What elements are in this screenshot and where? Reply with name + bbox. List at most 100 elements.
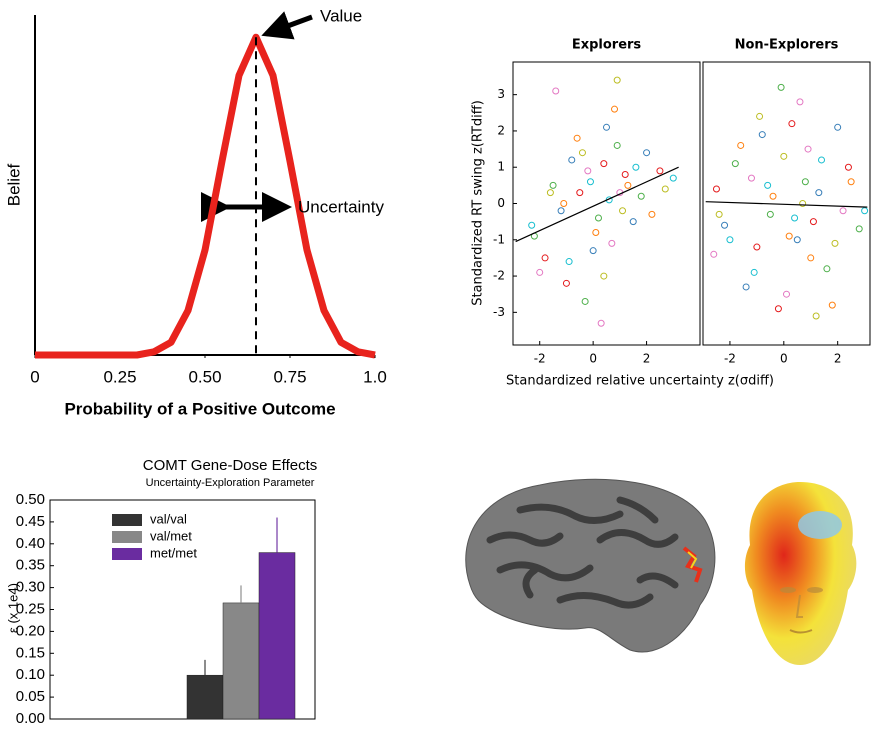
scatter-point xyxy=(622,171,628,177)
scatter-point xyxy=(547,190,553,196)
chart-subtitle: Uncertainty-Exploration Parameter xyxy=(146,477,315,489)
scatter-point xyxy=(553,88,559,94)
scatter-point xyxy=(638,193,644,199)
scatter-point xyxy=(574,135,580,141)
scatter-point xyxy=(537,269,543,275)
x-axis-label: Standardized relative uncertainty z(σdif… xyxy=(506,374,774,389)
scatter-point xyxy=(563,280,569,286)
scatter-point xyxy=(601,161,607,167)
scatter-point xyxy=(558,208,564,214)
y-tick-label: 1 xyxy=(497,160,505,174)
bar xyxy=(187,675,223,719)
y-tick-label: 0.45 xyxy=(16,513,45,530)
belief-curve xyxy=(35,37,375,355)
x-tick-label: 0 xyxy=(30,367,39,386)
scatter-point xyxy=(620,208,626,214)
x-tick-label: 0.25 xyxy=(103,367,136,386)
legend-swatch xyxy=(112,548,142,560)
scatter-point xyxy=(657,168,663,174)
scatter-point xyxy=(832,240,838,246)
figure: 00.250.500.751.0Probability of a Positiv… xyxy=(0,0,872,729)
scatter-point xyxy=(569,157,575,163)
legend-label: val/val xyxy=(150,511,187,526)
x-tick-label: 1.0 xyxy=(363,367,387,386)
scatter-point xyxy=(862,208,868,214)
scatter-point xyxy=(835,124,841,130)
scatter-point xyxy=(579,150,585,156)
y-tick-label: 0.20 xyxy=(16,622,45,639)
y-tick-label: 0.30 xyxy=(16,579,45,596)
scatter-point xyxy=(757,113,763,119)
y-tick-label: 0.05 xyxy=(16,688,45,705)
scatter-point xyxy=(754,244,760,250)
scatter-point xyxy=(609,240,615,246)
scatter-point xyxy=(633,164,639,170)
scatter-point xyxy=(778,84,784,90)
bar-chart: COMT Gene-Dose Effects Uncertainty-Explor… xyxy=(5,457,317,727)
legend-swatch xyxy=(112,514,142,526)
x-tick-label: -2 xyxy=(534,352,546,366)
scatter-point xyxy=(585,168,591,174)
scatter-point xyxy=(738,142,744,148)
scatter-point xyxy=(775,306,781,312)
scatter-point xyxy=(759,132,765,138)
x-tick-label: 2 xyxy=(643,352,651,366)
scatter-point xyxy=(625,182,631,188)
annotation: Value xyxy=(320,6,362,25)
scatter-point xyxy=(614,77,620,83)
scatter-point xyxy=(713,186,719,192)
scatter-point xyxy=(722,222,728,228)
x-tick-label: 2 xyxy=(834,352,842,366)
scatter-point xyxy=(845,164,851,170)
scatter-point xyxy=(529,222,535,228)
scatter-point xyxy=(550,182,556,188)
scatter-point xyxy=(612,106,618,112)
scatter-point xyxy=(813,313,819,319)
scatter-point xyxy=(601,273,607,279)
x-tick-label: -2 xyxy=(724,352,736,366)
x-tick-label: 0.75 xyxy=(273,367,306,386)
scatter-point xyxy=(542,255,548,261)
scatter-point xyxy=(743,284,749,290)
brain-image xyxy=(466,479,715,652)
scatter-point xyxy=(595,215,601,221)
scatter-point xyxy=(566,259,572,265)
scatter-point xyxy=(767,211,773,217)
scatter-point xyxy=(819,157,825,163)
y-tick-label: 2 xyxy=(497,123,505,137)
head-image xyxy=(745,482,856,665)
bar xyxy=(259,553,295,719)
scatter-point xyxy=(670,175,676,181)
x-tick-label: 0.50 xyxy=(188,367,221,386)
y-tick-label: 0 xyxy=(497,196,505,210)
y-tick-label: 0.50 xyxy=(16,491,45,508)
scatter-point xyxy=(810,219,816,225)
page: {"chart_data": [ {"type": "line", "x_lab… xyxy=(0,0,872,729)
scatter-point xyxy=(808,255,814,261)
y-tick-label: -1 xyxy=(493,232,505,246)
y-tick-label: 0.35 xyxy=(16,557,45,574)
scatter-point xyxy=(582,298,588,304)
y-tick-label: 3 xyxy=(497,87,505,101)
scatter-point xyxy=(644,150,650,156)
chart-title: COMT Gene-Dose Effects xyxy=(143,457,318,474)
scatter-point xyxy=(662,186,668,192)
scatter-point xyxy=(598,320,604,326)
y-tick-label: 0.40 xyxy=(16,535,45,552)
y-tick-label: -3 xyxy=(493,305,505,319)
annotation-arrows xyxy=(226,17,312,207)
y-axis-label: Belief xyxy=(4,163,23,206)
scatter-point xyxy=(751,269,757,275)
panel-title: Non-Explorers xyxy=(735,38,839,53)
scatter-point xyxy=(593,230,599,236)
scatter-point xyxy=(590,248,596,254)
legend-swatch xyxy=(112,531,142,543)
scatter-point xyxy=(781,153,787,159)
scatter-point xyxy=(816,190,822,196)
plot-frame xyxy=(703,62,870,345)
scatter-point xyxy=(587,179,593,185)
fit-line xyxy=(706,202,868,207)
legend-label: val/met xyxy=(150,528,192,543)
